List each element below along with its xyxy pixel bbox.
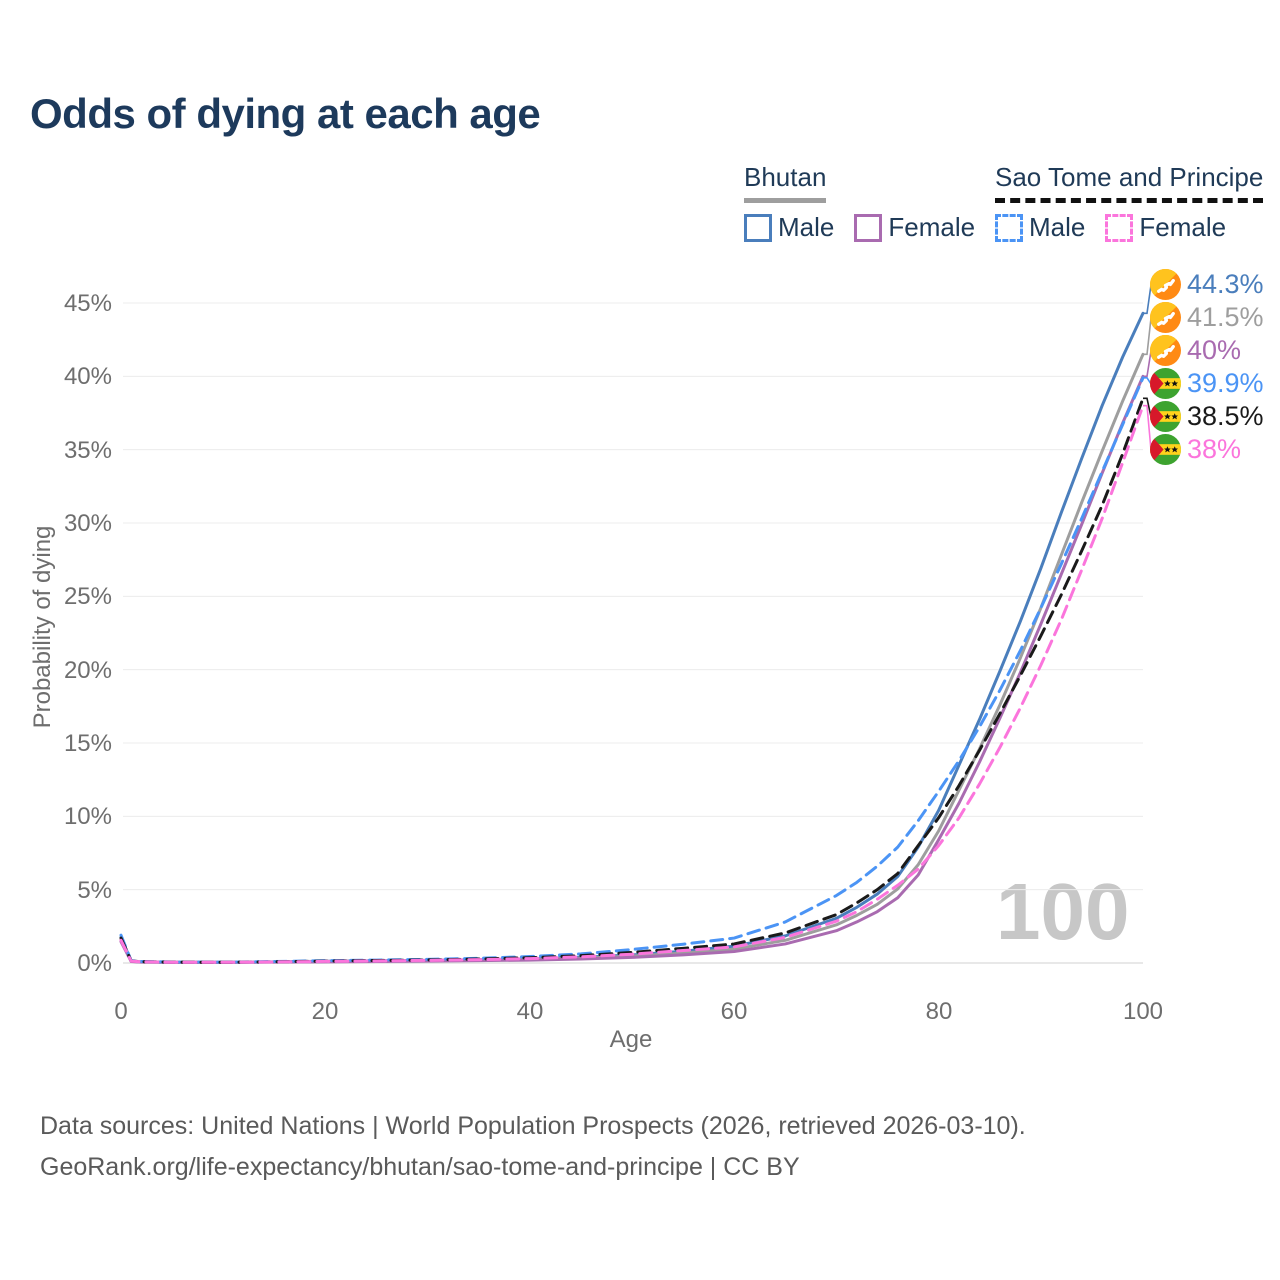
end-label-sao-tome-male: 39.9%: [1150, 367, 1264, 400]
end-value: 40%: [1187, 335, 1242, 365]
y-tick: 40%: [63, 363, 112, 390]
y-tick: 5%: [77, 877, 112, 904]
end-value: 38%: [1187, 434, 1242, 464]
bhutan-male-swatch: [744, 213, 772, 242]
end-label-sao-tome-both: 38.5%: [1150, 400, 1264, 433]
end-label-bhutan-female: 40%: [1150, 334, 1241, 367]
sao-tome-male-swatch: [995, 213, 1023, 242]
end-value: 44.3%: [1187, 269, 1264, 299]
x-tick: 60: [720, 998, 748, 1025]
legend-item-bhutan-female[interactable]: Female: [854, 212, 975, 243]
series-line-0: [119, 311, 1145, 964]
legend-group-bhutan: Bhutan Male Female: [744, 162, 975, 243]
y-tick: 0%: [77, 950, 112, 977]
sao-tome-flag-icon: [1150, 401, 1181, 432]
bhutan-flag-icon: [1150, 269, 1181, 300]
legend-country-sao-tome[interactable]: Sao Tome and Principe: [995, 162, 1264, 203]
y-tick: 15%: [63, 730, 112, 757]
series-line-1: [119, 352, 1145, 964]
age-watermark: 100: [996, 867, 1130, 956]
footer-line-2: GeoRank.org/life-expectancy/bhutan/sao-t…: [40, 1153, 800, 1181]
legend-item-sao-tome-female[interactable]: Female: [1105, 212, 1226, 243]
legend-group-sao-tome: Sao Tome and Principe Male Female: [995, 162, 1264, 243]
legend-label: Male: [778, 212, 835, 242]
end-value: 41.5%: [1187, 302, 1264, 332]
end-label-bhutan-both: 41.5%: [1150, 301, 1264, 334]
bhutan-female-swatch: [854, 213, 883, 242]
sao-tome-flag-icon: [1150, 368, 1181, 399]
y-tick: 20%: [63, 657, 112, 684]
bhutan-flag-icon: [1150, 335, 1181, 366]
end-value: 38.5%: [1187, 401, 1264, 431]
y-tick: 45%: [63, 290, 112, 317]
x-tick: 0: [114, 998, 128, 1025]
end-label-sao-tome-female: 38%: [1150, 433, 1241, 466]
footer-line-1: Data sources: United Nations | World Pop…: [40, 1112, 1026, 1140]
legend-item-bhutan-male[interactable]: Male: [744, 212, 834, 243]
series-line-4: [119, 396, 1145, 964]
y-tick: 35%: [63, 437, 112, 464]
legend-country-bhutan[interactable]: Bhutan: [744, 162, 827, 203]
end-value: 39.9%: [1187, 368, 1264, 398]
y-tick: 25%: [63, 583, 112, 610]
y-tick: 10%: [63, 803, 112, 830]
x-tick: 40: [516, 998, 544, 1025]
y-tick: 30%: [63, 510, 112, 537]
x-tick: 20: [311, 998, 339, 1025]
sao-tome-flag-icon: [1150, 434, 1181, 465]
end-label-bhutan-male: 44.3%: [1150, 268, 1264, 301]
legend-item-sao-tome-male[interactable]: Male: [995, 212, 1085, 243]
x-axis-title: Age: [609, 1026, 653, 1053]
x-tick: 80: [925, 998, 953, 1025]
legend-label: Female: [1139, 212, 1227, 242]
x-tick: 100: [1122, 998, 1164, 1025]
series-line-5: [119, 404, 1145, 964]
bhutan-flag-icon: [1150, 302, 1181, 333]
sao-tome-female-swatch: [1105, 213, 1134, 242]
page-title: Odds of dying at each age: [30, 90, 541, 137]
legend-label: Male: [1029, 212, 1086, 242]
legend-label: Female: [888, 212, 976, 242]
data-sources-footer: Data sources: United Nations | World Pop…: [40, 1106, 1026, 1188]
